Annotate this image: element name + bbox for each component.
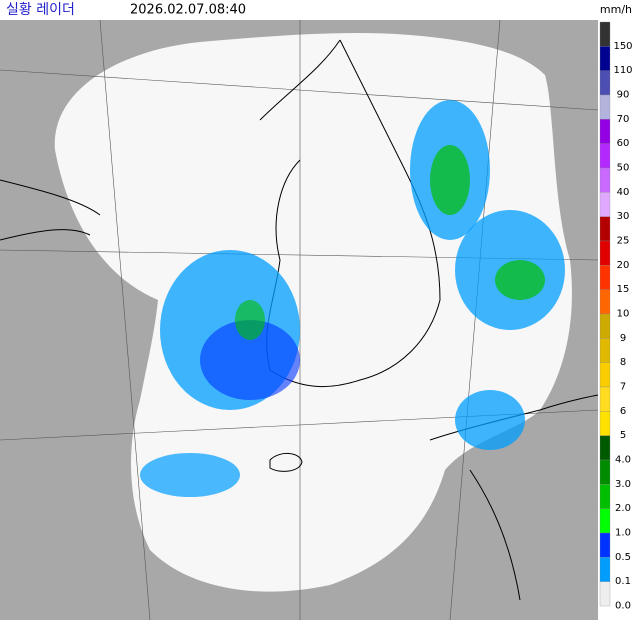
legend-label: 25	[617, 236, 630, 247]
legend-label: 7	[620, 382, 626, 393]
legend-swatch	[599, 216, 611, 242]
echo	[495, 260, 545, 300]
legend-label: 150	[613, 41, 632, 52]
unit: mm/h	[600, 3, 632, 16]
legend-swatch	[599, 21, 611, 47]
legend-swatch	[599, 167, 611, 193]
legend-swatch	[599, 484, 611, 509]
legend-swatch	[599, 532, 611, 558]
legend-label: 9	[620, 333, 626, 344]
timestamp: 2026.02.07.08:40	[130, 3, 246, 18]
legend: 150 110 90 70 60 50 40 30 25 20 15 10 9 8 7 6 5 4.0 3.0 2.0…	[599, 21, 633, 612]
precipitation	[140, 100, 565, 497]
legend-swatch	[599, 557, 611, 582]
legend-swatch	[599, 46, 611, 71]
legend-label: 90	[617, 90, 630, 101]
legend-swatch	[599, 411, 611, 436]
legend-swatch	[599, 70, 611, 96]
echo	[430, 145, 470, 215]
legend-swatch	[599, 581, 611, 607]
echo	[455, 390, 525, 450]
legend-label: 0.5	[615, 552, 631, 563]
legend-label: 15	[617, 284, 630, 295]
legend-swatch	[599, 192, 611, 217]
legend-label: 8	[620, 357, 626, 368]
legend-swatch	[599, 386, 611, 412]
legend-label: 2.0	[615, 503, 631, 514]
echo	[235, 300, 265, 340]
legend-swatch	[599, 240, 611, 266]
coastline	[0, 39, 599, 601]
legend-label: 0.0	[615, 601, 631, 612]
legend-label: 4.0	[615, 455, 631, 466]
legend-swatch	[599, 313, 611, 339]
legend-label: 1.0	[615, 528, 631, 539]
legend-swatch	[599, 508, 611, 534]
title: 실황 레이더	[6, 2, 75, 18]
legend-label: 6	[620, 406, 626, 417]
legend-swatch	[599, 362, 611, 388]
legend-label: 3.0	[615, 479, 631, 490]
echo	[200, 320, 300, 400]
legend-label: 10	[617, 309, 630, 320]
map	[0, 19, 599, 621]
legend-swatch	[599, 143, 611, 169]
legend-swatch	[599, 435, 611, 461]
legend-swatch	[599, 289, 611, 315]
legend-swatch	[599, 94, 611, 120]
legend-swatch	[599, 459, 611, 485]
grid	[0, 19, 599, 621]
legend-label: 110	[613, 65, 632, 76]
legend-swatch	[599, 265, 611, 290]
legend-swatch	[599, 119, 611, 144]
legend-label: 40	[617, 187, 630, 198]
legend-label: 30	[617, 211, 630, 222]
legend-swatch	[599, 338, 611, 363]
echo	[140, 453, 240, 497]
legend-label: 5	[620, 430, 626, 441]
legend-label: 60	[617, 138, 630, 149]
legend-label: 70	[617, 114, 630, 125]
legend-label: 20	[617, 260, 630, 271]
legend-label: 50	[617, 163, 630, 174]
legend-label: 0.1	[615, 576, 631, 587]
